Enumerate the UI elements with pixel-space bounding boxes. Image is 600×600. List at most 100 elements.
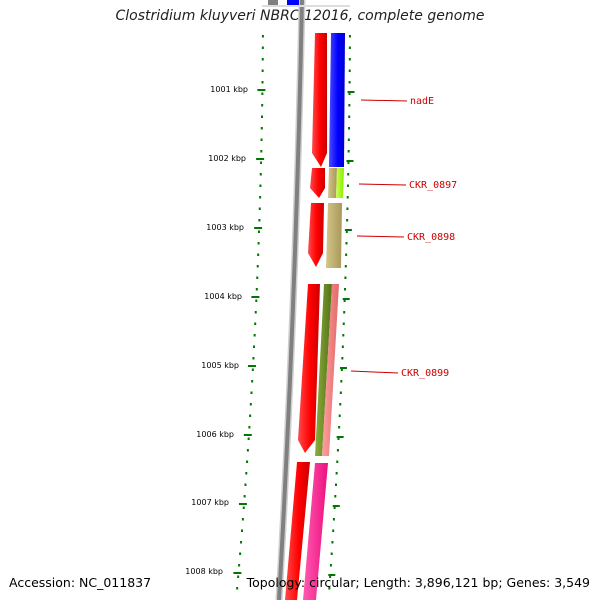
track-dot [348, 92, 351, 95]
track-dot [344, 288, 347, 291]
track-dot [336, 449, 339, 452]
cds-feature-1 [312, 33, 327, 167]
genome-backbone-core [277, 0, 304, 600]
gene-leader-CKR_0898 [356, 235, 405, 238]
track-dot [255, 288, 258, 291]
track-dot [331, 541, 334, 544]
track-dot [253, 345, 256, 348]
track-dot [347, 161, 350, 164]
track-dot [254, 311, 257, 314]
track-dot [252, 357, 255, 360]
track-dot [261, 104, 264, 107]
track-dot [261, 35, 264, 38]
track-dot [243, 495, 246, 498]
track-dot [342, 322, 345, 325]
gene-feature-CKR_0898 [326, 203, 342, 268]
track-dot [246, 460, 249, 463]
track-dot [259, 184, 262, 187]
track-dot [345, 230, 348, 233]
track-dot [345, 253, 348, 256]
gene-leader-CKR_0897 [358, 183, 407, 186]
cds-feature-3 [308, 203, 324, 267]
tick-label: 1001 kbp [210, 85, 248, 94]
track-dot [260, 115, 263, 118]
track-dot [332, 518, 335, 521]
track-dot [261, 81, 264, 84]
track-dot [239, 552, 242, 555]
track-dot [247, 437, 250, 440]
track-dot [240, 529, 243, 532]
cds-feature-4 [298, 284, 320, 453]
track-dot [346, 184, 349, 187]
track-dot [348, 115, 351, 118]
track-dot [330, 552, 333, 555]
track-dot [346, 219, 349, 222]
gene-label-CKR_0897: CKR_0897 [409, 180, 457, 191]
track-dot [259, 196, 262, 199]
track-dot [258, 219, 261, 222]
track-dot [342, 334, 345, 337]
track-dot [257, 253, 260, 256]
track-dot [242, 506, 245, 509]
track-dot [261, 92, 264, 95]
track-dot [261, 58, 264, 61]
track-dot [260, 138, 263, 141]
track-dot [346, 196, 349, 199]
track-dot [249, 403, 252, 406]
track-dot [260, 127, 263, 130]
track-dot [347, 138, 350, 141]
track-dot [246, 449, 249, 452]
track-dot [344, 265, 347, 268]
gene-feature-nadE [329, 33, 345, 167]
accession-text: Accession: NC_011837 [9, 575, 152, 590]
track-dot [260, 161, 263, 164]
topology-text: Topology: circular; Length: 3,896,121 bp… [246, 575, 590, 590]
tick-label: 1007 kbp [191, 498, 229, 507]
track-dot [348, 69, 351, 72]
tick-label: 1008 kbp [185, 567, 223, 576]
gene-feature-CKR_0899a [315, 284, 332, 456]
track-dot [237, 575, 240, 578]
track-dot [340, 368, 343, 371]
track-dot [348, 58, 351, 61]
tick-dot-track [236, 35, 264, 590]
right-dot-track [328, 35, 351, 590]
gene-leader-CKR_0899 [350, 370, 399, 374]
track-dot [236, 587, 239, 590]
track-dot [348, 35, 351, 38]
track-dot [258, 207, 261, 210]
track-dot [241, 518, 244, 521]
track-dot [348, 46, 351, 49]
track-dot [254, 322, 257, 325]
gene-label-CKR_0898: CKR_0898 [407, 232, 455, 243]
track-dot [258, 230, 261, 233]
track-dot [343, 311, 346, 314]
track-dot [339, 403, 342, 406]
track-dot [341, 357, 344, 360]
track-dot [333, 506, 336, 509]
track-dot [250, 391, 253, 394]
track-dot [348, 127, 351, 130]
gene-feature-pink [303, 463, 328, 600]
gene-label-nadE: nadE [410, 96, 434, 107]
track-dot [332, 529, 335, 532]
tick-label: 1002 kbp [208, 154, 246, 163]
gene-feature-CKR_0897a [328, 168, 337, 198]
track-dot [347, 150, 350, 153]
track-dot [261, 69, 264, 72]
track-dot [329, 575, 332, 578]
track-dot [334, 483, 337, 486]
track-dot [336, 460, 339, 463]
track-dot [334, 495, 337, 498]
track-dot [244, 483, 247, 486]
cds-feature-2 [310, 168, 325, 198]
tick-label: 1006 kbp [196, 430, 234, 439]
gene-feature-CKR_0897b [336, 168, 344, 198]
track-dot [328, 587, 331, 590]
track-dot [346, 207, 349, 210]
track-dot [348, 104, 351, 107]
track-dot [338, 426, 341, 429]
track-dot [339, 391, 342, 394]
track-dot [245, 472, 248, 475]
